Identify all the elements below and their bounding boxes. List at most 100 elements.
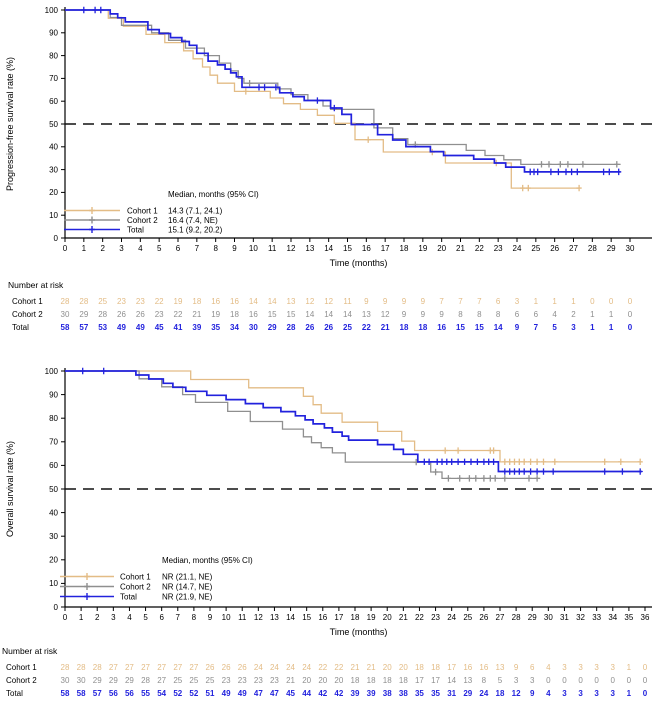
- risk-count: 13: [495, 663, 505, 672]
- risk-count: 16: [211, 297, 221, 306]
- censor-mark-total: [516, 468, 522, 475]
- risk-count: 0: [626, 676, 632, 685]
- censor-mark-total: [468, 458, 474, 466]
- risk-count: 18: [230, 310, 239, 319]
- risk-count: 28: [141, 676, 150, 685]
- risk-count: 26: [237, 663, 247, 672]
- risk-count: 1: [626, 689, 632, 698]
- risk-count: 9: [529, 689, 535, 698]
- risk-count: 44: [302, 689, 312, 698]
- legend-median-value: 14.3 (7.1, 24.1): [168, 207, 223, 216]
- x-tick-label: 7: [195, 244, 200, 253]
- x-axis-label: Time (months): [330, 258, 388, 268]
- risk-count: 15: [267, 310, 277, 319]
- risk-count: 35: [211, 323, 221, 332]
- y-tick-label: 100: [45, 6, 59, 15]
- x-tick-label: 27: [496, 613, 505, 622]
- censor-mark-total: [601, 168, 607, 176]
- censor-mark-total: [331, 104, 337, 112]
- censor-mark-cohort-2: [557, 161, 563, 168]
- os-risk-table: Number at risk Cohort 1 28 28 28 27 27 27 27 27 2…: [0, 646, 666, 707]
- risk-count: 20: [382, 663, 392, 672]
- legend-censor-glyph: [84, 583, 90, 590]
- risk-count: 18: [418, 323, 428, 332]
- legend-median-value: NR (14.7, NE): [162, 583, 213, 592]
- legend-censor-glyph: [84, 573, 90, 580]
- legend-series-name: Cohort 1: [127, 207, 158, 216]
- legend-median-value: NR (21.9, NE): [162, 593, 213, 602]
- risk-count: 18: [366, 676, 376, 685]
- risk-count: 3: [594, 689, 599, 698]
- risk-count: 7: [477, 297, 482, 306]
- censor-mark-cohort-1: [576, 184, 582, 192]
- x-tick-label: 17: [381, 244, 390, 253]
- censor-mark-cohort-1: [491, 447, 497, 454]
- risk-count: 1: [571, 297, 576, 306]
- censor-mark-total: [439, 458, 445, 466]
- risk-count: 45: [154, 323, 164, 332]
- censor-mark-cohort-1: [528, 458, 534, 466]
- risk-count: 3: [529, 676, 535, 685]
- x-tick-label: 35: [624, 613, 633, 622]
- risk-count: 15: [474, 323, 484, 332]
- risk-count: 23: [237, 676, 247, 685]
- risk-count: 12: [511, 689, 521, 698]
- x-tick-label: 18: [400, 244, 409, 253]
- censor-mark-total: [314, 97, 320, 104]
- risk-count: 19: [173, 297, 183, 306]
- risk-count: 51: [205, 689, 215, 698]
- risk-count: 5: [497, 676, 503, 685]
- km-curve-cohort-1: [65, 9, 580, 189]
- y-tick-label: 80: [49, 414, 58, 423]
- censor-mark-cohort-2: [487, 475, 493, 482]
- risk-row-label: Cohort 1: [6, 663, 37, 672]
- risk-count: 24: [479, 689, 489, 698]
- risk-count: 0: [608, 297, 614, 306]
- risk-count: 26: [324, 323, 334, 332]
- risk-count: 31: [447, 689, 457, 698]
- legend-censor-glyph: [84, 593, 90, 600]
- censor-mark-cohort-1: [521, 458, 527, 466]
- risk-count: 9: [513, 663, 519, 672]
- x-tick-label: 10: [222, 613, 231, 622]
- censor-mark-cohort-2: [473, 475, 479, 482]
- censor-mark-total: [262, 84, 268, 91]
- x-tick-label: 19: [367, 613, 376, 622]
- risk-count: 21: [380, 323, 390, 332]
- risk-row-label: Cohort 1: [12, 297, 43, 306]
- censor-mark-cohort-2: [247, 79, 253, 87]
- risk-count: 27: [124, 663, 134, 672]
- risk-count: 35: [431, 689, 440, 698]
- risk-count: 1: [590, 310, 595, 319]
- x-tick-label: 9: [232, 244, 237, 253]
- y-tick-label: 50: [49, 120, 58, 129]
- risk-count: 57: [79, 323, 89, 332]
- risk-count: 26: [135, 310, 145, 319]
- censor-mark-total: [474, 458, 480, 466]
- risk-count: 25: [205, 676, 215, 685]
- censor-mark-total: [444, 458, 450, 466]
- censor-mark-total: [273, 84, 279, 91]
- risk-row-cohort-1: Cohort 1 28 28 28 27 27 27 27 27 27 26 26 26 24 24 24 24…: [0, 662, 666, 674]
- x-tick-label: 25: [531, 244, 540, 253]
- censor-mark-total: [80, 367, 86, 375]
- risk-row-label: Cohort 2: [6, 676, 37, 685]
- x-tick-label: 27: [569, 244, 578, 253]
- censor-mark-cohort-1: [502, 458, 508, 466]
- censor-mark-total: [507, 468, 513, 475]
- censor-mark-total: [256, 84, 262, 91]
- legend-censor-glyph: [89, 226, 95, 233]
- risk-count: 23: [269, 676, 279, 685]
- risk-count: 1: [608, 310, 614, 319]
- risk-count: 47: [253, 689, 263, 698]
- x-tick-label: 31: [560, 613, 569, 622]
- risk-count: 24: [286, 663, 295, 672]
- censor-mark-cohort-1: [243, 88, 249, 95]
- risk-count: 23: [221, 676, 231, 685]
- censor-mark-cohort-2: [534, 475, 540, 482]
- x-tick-label: 33: [592, 613, 601, 622]
- x-tick-label: 12: [254, 613, 263, 622]
- y-tick-label: 90: [49, 390, 58, 399]
- censor-mark-total: [563, 168, 569, 176]
- x-tick-label: 3: [119, 244, 124, 253]
